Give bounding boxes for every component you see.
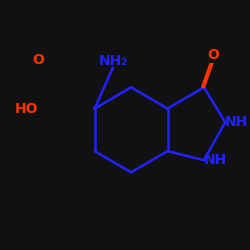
Text: O: O xyxy=(207,48,219,62)
Text: O: O xyxy=(32,53,44,67)
Text: NH: NH xyxy=(204,153,227,167)
Text: NH: NH xyxy=(225,115,248,129)
Text: NH₂: NH₂ xyxy=(98,54,128,68)
Text: HO: HO xyxy=(15,102,38,116)
